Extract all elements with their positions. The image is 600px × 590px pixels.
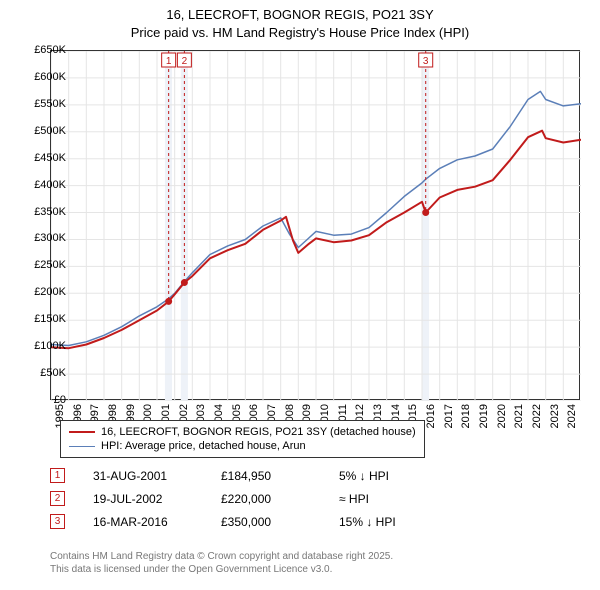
title-line1: 16, LEECROFT, BOGNOR REGIS, PO21 3SY xyxy=(0,6,600,24)
chart-area: 12 3 xyxy=(50,50,580,400)
y-tick-label: £250K xyxy=(22,259,66,271)
x-tick-label: 2020 xyxy=(496,404,508,434)
x-tick-label: 2024 xyxy=(566,404,578,434)
chart-container: { "title": { "line1": "16, LEECROFT, BOG… xyxy=(0,0,600,590)
x-tick-label: 2017 xyxy=(443,404,455,434)
x-tick-label: 2023 xyxy=(549,404,561,434)
x-tick-label: 2019 xyxy=(478,404,490,434)
y-tick-label: £350K xyxy=(22,206,66,218)
sales-table: 1 31-AUG-2001 £184,950 5% ↓ HPI 2 19-JUL-2002… xyxy=(50,464,449,533)
sale-date: 19-JUL-2002 xyxy=(93,492,193,506)
footer-line2: This data is licensed under the Open Gov… xyxy=(50,563,393,576)
plot-svg: 12 3 xyxy=(51,51,581,401)
x-tick-label: 2021 xyxy=(513,404,525,434)
footer-attribution: Contains HM Land Registry data © Crown c… xyxy=(50,550,393,576)
sale-row: 3 16-MAR-2016 £350,000 15% ↓ HPI xyxy=(50,510,449,533)
sale-price: £350,000 xyxy=(221,515,311,529)
legend-swatch xyxy=(69,431,95,433)
sale-date: 31-AUG-2001 xyxy=(93,469,193,483)
y-tick-label: £300K xyxy=(22,232,66,244)
sale-compare: 5% ↓ HPI xyxy=(339,469,449,483)
sale-date: 16-MAR-2016 xyxy=(93,515,193,529)
y-tick-label: £500K xyxy=(22,125,66,137)
y-tick-label: £150K xyxy=(22,313,66,325)
sale-marker: 1 xyxy=(50,468,65,483)
y-tick-label: £200K xyxy=(22,286,66,298)
sale-price: £184,950 xyxy=(221,469,311,483)
legend: 16, LEECROFT, BOGNOR REGIS, PO21 3SY (de… xyxy=(60,420,425,458)
sale-marker: 2 xyxy=(50,491,65,506)
sale-compare: 15% ↓ HPI xyxy=(339,515,449,529)
sale-compare: ≈ HPI xyxy=(339,492,449,506)
legend-row: HPI: Average price, detached house, Arun xyxy=(69,439,416,453)
svg-text:1: 1 xyxy=(166,56,172,67)
y-tick-label: £100K xyxy=(22,340,66,352)
plot-box: 12 3 xyxy=(50,50,580,400)
sale-price: £220,000 xyxy=(221,492,311,506)
svg-text:3: 3 xyxy=(423,56,429,67)
y-tick-label: £600K xyxy=(22,71,66,83)
svg-text:2: 2 xyxy=(182,56,188,67)
y-tick-label: £400K xyxy=(22,179,66,191)
sale-marker: 3 xyxy=(50,514,65,529)
y-tick-label: £650K xyxy=(22,44,66,56)
chart-title: 16, LEECROFT, BOGNOR REGIS, PO21 3SY Pri… xyxy=(0,0,600,41)
legend-row: 16, LEECROFT, BOGNOR REGIS, PO21 3SY (de… xyxy=(69,425,416,439)
x-tick-label: 2016 xyxy=(425,404,437,434)
x-tick-label: 2022 xyxy=(531,404,543,434)
sale-row: 2 19-JUL-2002 £220,000 ≈ HPI xyxy=(50,487,449,510)
footer-line1: Contains HM Land Registry data © Crown c… xyxy=(50,550,393,563)
legend-swatch xyxy=(69,446,95,447)
legend-label: 16, LEECROFT, BOGNOR REGIS, PO21 3SY (de… xyxy=(101,426,416,438)
sale-row: 1 31-AUG-2001 £184,950 5% ↓ HPI xyxy=(50,464,449,487)
y-tick-label: £50K xyxy=(22,367,66,379)
title-line2: Price paid vs. HM Land Registry's House … xyxy=(0,24,600,42)
legend-label: HPI: Average price, detached house, Arun xyxy=(101,440,306,452)
y-tick-label: £550K xyxy=(22,98,66,110)
y-tick-label: £450K xyxy=(22,152,66,164)
x-tick-label: 2018 xyxy=(460,404,472,434)
